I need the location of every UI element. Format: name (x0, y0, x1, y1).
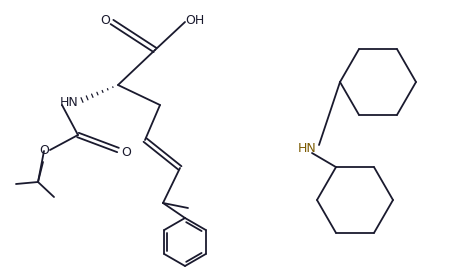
Text: OH: OH (186, 14, 204, 27)
Text: HN: HN (60, 96, 78, 109)
Text: O: O (100, 14, 110, 27)
Text: O: O (121, 146, 131, 159)
Text: HN: HN (298, 141, 317, 154)
Text: O: O (39, 144, 49, 157)
